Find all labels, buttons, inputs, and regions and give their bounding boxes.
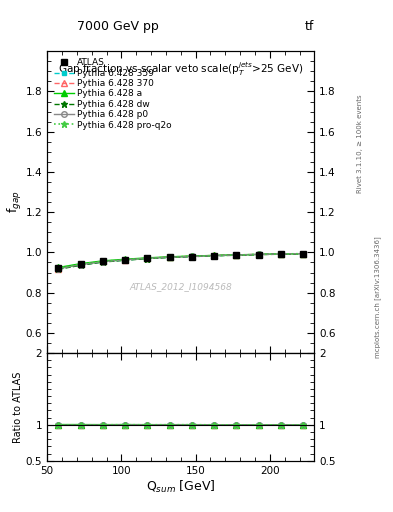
Text: 7000 GeV pp: 7000 GeV pp	[77, 20, 159, 33]
Legend: ATLAS, Pythia 6.428 359, Pythia 6.428 370, Pythia 6.428 a, Pythia 6.428 dw, Pyth: ATLAS, Pythia 6.428 359, Pythia 6.428 37…	[51, 56, 174, 132]
Text: Rivet 3.1.10, ≥ 100k events: Rivet 3.1.10, ≥ 100k events	[356, 94, 363, 193]
Text: mcplots.cern.ch [arXiv:1306.3436]: mcplots.cern.ch [arXiv:1306.3436]	[374, 236, 381, 358]
Text: ATLAS_2012_I1094568: ATLAS_2012_I1094568	[129, 282, 232, 291]
X-axis label: Q$_{sum}$ [GeV]: Q$_{sum}$ [GeV]	[146, 478, 215, 495]
Text: tf: tf	[305, 20, 314, 33]
Y-axis label: f$_{gap}$: f$_{gap}$	[6, 191, 24, 214]
Y-axis label: Ratio to ATLAS: Ratio to ATLAS	[13, 371, 23, 442]
Text: Gap fraction vs scalar veto scale(p$_T^{jets}$>25 GeV): Gap fraction vs scalar veto scale(p$_T^{…	[58, 60, 303, 78]
